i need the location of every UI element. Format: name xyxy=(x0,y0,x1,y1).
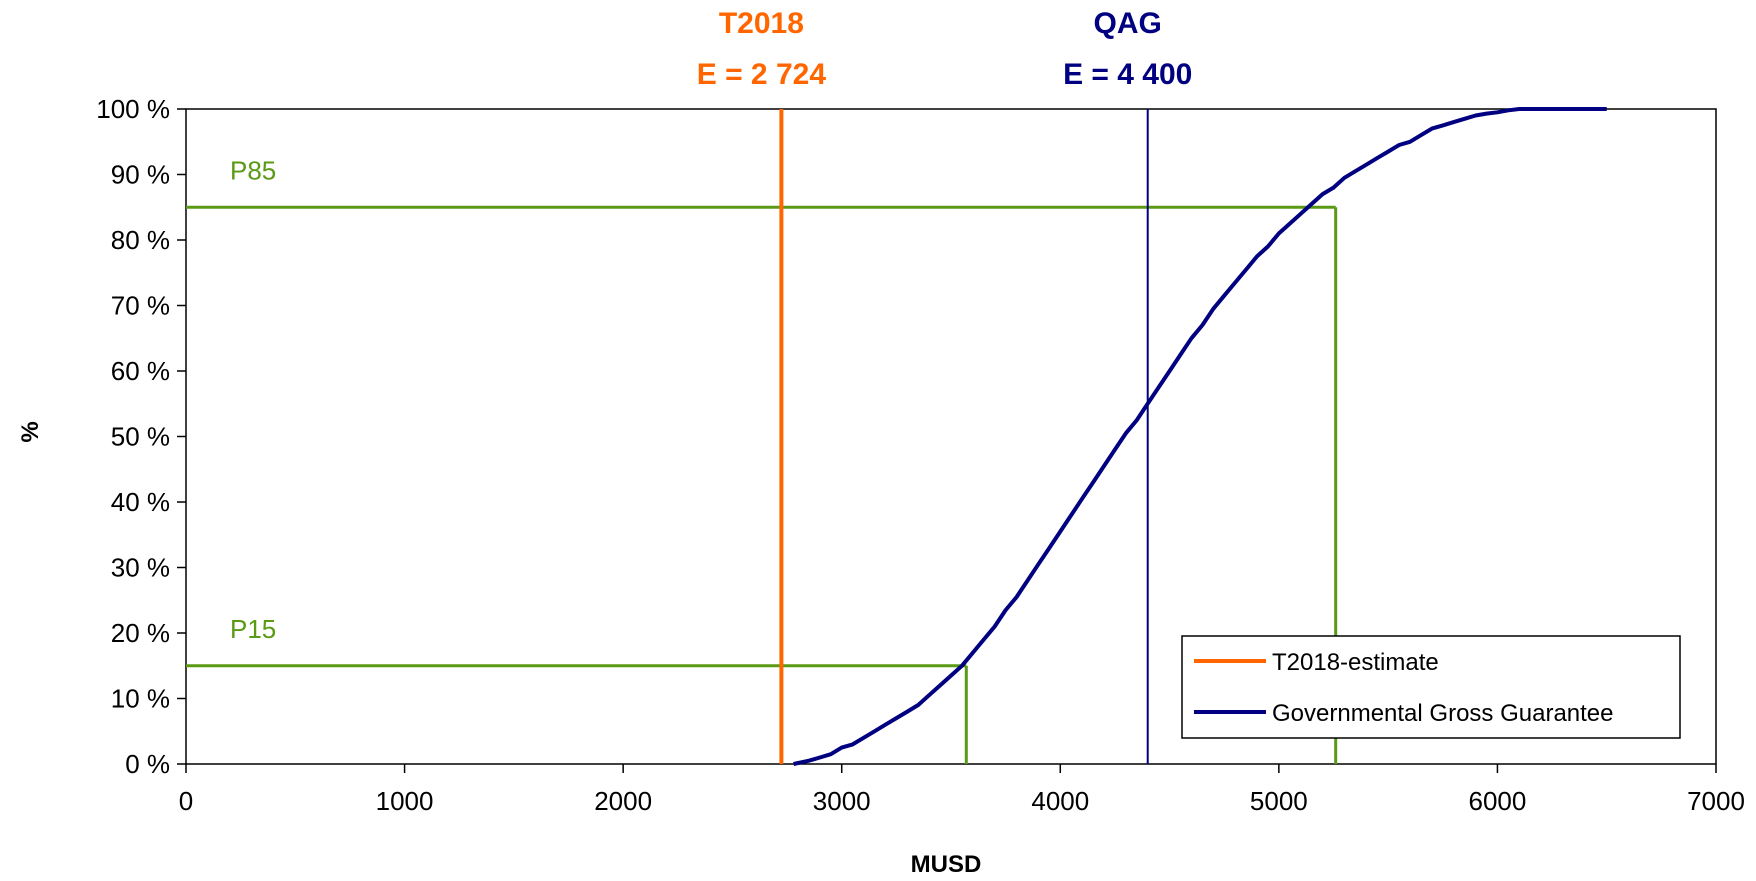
percentile-label-p15: P15 xyxy=(230,614,276,644)
y-tick-label: 60 % xyxy=(111,356,170,386)
legend-label-t2018-estimate: T2018-estimate xyxy=(1272,649,1439,676)
y-tick-label: 40 % xyxy=(111,487,170,517)
y-tick-label: 90 % xyxy=(111,160,170,190)
legend-label-governmental-gross-guarantee: Governmental Gross Guarantee xyxy=(1272,700,1614,727)
y-tick-label: 50 % xyxy=(111,422,170,452)
x-tick-label: 2000 xyxy=(594,786,652,816)
x-tick-label: 0 xyxy=(179,786,193,816)
x-tick-label: 3000 xyxy=(813,786,871,816)
y-tick-label: 80 % xyxy=(111,225,170,255)
y-tick-label: 30 % xyxy=(111,553,170,583)
y-tick-label: 100 % xyxy=(96,94,170,124)
y-tick-label: 70 % xyxy=(111,291,170,321)
x-axis-title: MUSD xyxy=(911,851,982,878)
x-tick-label: 4000 xyxy=(1031,786,1089,816)
legend: T2018-estimate Governmental Gross Guaran… xyxy=(1181,635,1681,739)
header-qag-value: E = 4 400 xyxy=(1063,58,1192,91)
y-tick-label: 10 % xyxy=(111,684,170,714)
y-tick-label: 20 % xyxy=(111,618,170,648)
governmental-gross-guarantee-curve xyxy=(793,107,1607,766)
series-layer xyxy=(779,107,1607,766)
header-qag-name: QAG xyxy=(1094,7,1162,40)
x-tick-label: 1000 xyxy=(376,786,434,816)
header-t2018-value: E = 2 724 xyxy=(697,58,827,91)
percentile-labels: P85 P15 xyxy=(230,155,276,644)
legend-box xyxy=(1181,635,1681,739)
axes: 0 % 10 % 20 % 30 % 40 % 50 % 60 % 70 % 80 % 90 % 1… xyxy=(96,94,1745,816)
x-tick-label: 7000 xyxy=(1687,786,1745,816)
x-tick-label: 5000 xyxy=(1250,786,1308,816)
y-tick-label: 0 % xyxy=(125,749,170,779)
header-labels: T2018 E = 2 724 QAG E = 4 400 xyxy=(697,7,1193,91)
header-t2018-name: T2018 xyxy=(719,7,804,40)
y-axis-title: % xyxy=(17,421,44,442)
x-tick-label: 6000 xyxy=(1469,786,1527,816)
reference-lines xyxy=(186,109,1338,764)
percentile-label-p85: P85 xyxy=(230,155,276,185)
